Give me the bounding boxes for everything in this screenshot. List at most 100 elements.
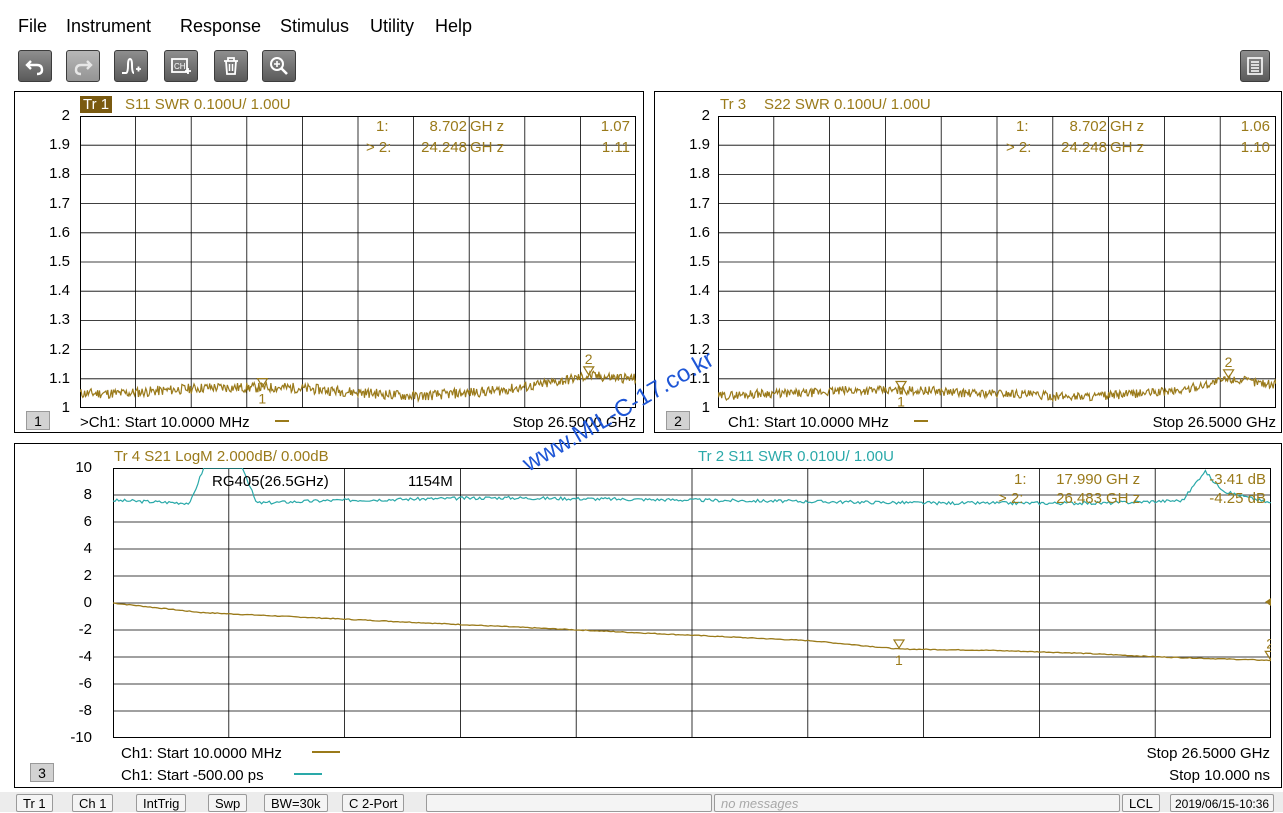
menu-bar: File Instrument Response Stimulus Utilit… (0, 0, 1283, 46)
footer-start-dash-p1 (275, 414, 289, 431)
marker1-freq-p3: 17.990 (1056, 471, 1102, 488)
p3-tick-8: -6 (78, 675, 92, 692)
p1-marker-2[interactable] (582, 366, 595, 377)
p2-marker-1[interactable] (895, 380, 908, 391)
p1-marker-label-1: 1 (258, 391, 266, 407)
marker2-label-p1: > 2: (366, 139, 392, 156)
delete-button[interactable] (214, 50, 248, 82)
status-trace[interactable]: Tr 1 (16, 794, 53, 812)
menu-instrument[interactable]: Instrument (66, 16, 152, 36)
p3-tick-3: 4 (83, 540, 92, 557)
marker1-value-p3: -3.41 dB (1209, 471, 1266, 488)
toolbar (0, 46, 1283, 90)
menu-help[interactable]: Help (435, 16, 473, 36)
footer-stop-p2: Stop 26.5000 GHz (1152, 414, 1276, 431)
status-bandwidth[interactable]: BW=30k (264, 794, 328, 812)
panel-number-1[interactable]: 1 (26, 411, 50, 430)
trace-desc-tr3: S22 SWR 0.100U/ 1.00U (764, 96, 931, 113)
undo-button[interactable] (18, 50, 52, 82)
add-trace-button[interactable] (114, 50, 148, 82)
trace-desc-tr1: S11 SWR 0.100U/ 1.00U (125, 96, 291, 113)
footer-start-tr2: Ch1: Start -500.00 ps (121, 767, 264, 784)
footer-stop-tr4: Stop 26.5000 GHz (1146, 745, 1270, 762)
p3-tick-4: 2 (83, 567, 92, 584)
length-label: 1154M (408, 473, 453, 490)
status-channel[interactable]: Ch 1 (72, 794, 114, 812)
status-datetime: 2019/06/15-10:36 (1170, 794, 1275, 812)
p3-tick-7: -4 (78, 648, 92, 665)
marker1-unit-p3: GH z (1106, 471, 1141, 488)
trace-desc-tr4[interactable]: Tr 4 S21 LogM 2.000dB/ 0.00dB (114, 448, 329, 465)
menu-stimulus[interactable]: Stimulus (280, 16, 350, 36)
p3-tick-9: -8 (78, 702, 92, 719)
footer-start-p1: >Ch1: Start 10.0000 MHz (80, 414, 250, 431)
p3-tick-10: -10 (70, 729, 92, 746)
chart-panel2[interactable]: 12 (718, 116, 1276, 408)
marker1-freq-p1: 8.702 (429, 118, 467, 135)
status-lcl[interactable]: LCL (1122, 794, 1160, 812)
p1-tick-3: 1.7 (49, 194, 70, 212)
p2-tick-3: 1.7 (689, 194, 710, 212)
p2-marker-label-2: 2 (1225, 354, 1233, 370)
p3-marker-label-1: 1 (895, 652, 903, 668)
series-line-s11-time (113, 468, 1271, 506)
menu-response[interactable]: Response (180, 16, 262, 36)
p3-marker-1[interactable] (892, 639, 906, 650)
series-line (718, 374, 1276, 403)
marker1-freq-p2: 8.702 (1069, 118, 1107, 135)
status-sweep[interactable]: Swp (208, 794, 248, 812)
footer-start-p2: Ch1: Start 10.0000 MHz (728, 414, 889, 431)
p1-tick-8: 1.2 (49, 340, 70, 358)
chart-panel1[interactable]: 12 (80, 116, 636, 408)
p1-marker-1[interactable] (256, 377, 269, 388)
keypad-button[interactable] (1240, 50, 1270, 82)
marker2-freq-p1: 24.248 (421, 139, 467, 156)
p2-tick-7: 1.3 (689, 311, 710, 329)
menu-file[interactable]: File (18, 16, 48, 36)
footer-start-dash-p2 (914, 414, 928, 431)
p2-marker-2[interactable] (1222, 369, 1235, 379)
p3-tick-6: -2 (78, 621, 92, 638)
trace-desc-tr2[interactable]: Tr 2 S11 SWR 0.010U/ 1.00U (698, 448, 894, 465)
p2-tick-8: 1.2 (689, 340, 710, 358)
marker1-value-p2: 1.06 (1240, 118, 1270, 135)
p3-marker-2[interactable] (1264, 650, 1271, 661)
add-channel-icon: CH (171, 58, 191, 74)
status-trigger[interactable]: IntTrig (136, 794, 187, 812)
p1-tick-4: 1.6 (49, 223, 70, 241)
status-cal[interactable]: C 2-Port (342, 794, 405, 812)
p2-tick-4: 1.6 (689, 223, 710, 241)
p1-tick-7: 1.3 (49, 311, 70, 329)
p2-tick-2: 1.8 (689, 165, 710, 183)
series-line-s21 (113, 602, 1271, 662)
trace-tag-tr1[interactable]: Tr 1 (80, 96, 113, 113)
marker1-unit-p2: GH z (1110, 118, 1145, 135)
add-channel-button[interactable]: CH (164, 50, 198, 82)
marker2-label-p3: > 2: (998, 490, 1024, 507)
undo-icon (25, 60, 44, 76)
marker2-value-p3: -4.25 dB (1209, 490, 1266, 507)
zoom-button[interactable] (262, 50, 296, 82)
p2-tick-0: 2 (701, 107, 710, 124)
redo-button[interactable] (66, 50, 100, 82)
grid (80, 116, 636, 408)
panel-number-3[interactable]: 3 (30, 763, 54, 782)
trace-tag-tr3[interactable]: Tr 3 (720, 96, 747, 113)
footer-start-dash-tr2 (294, 767, 322, 784)
grid (113, 468, 1271, 738)
marker1-value-p1: 1.07 (600, 118, 630, 135)
marker1-label-p3: 1: (1014, 471, 1027, 488)
reference-arrow (1265, 598, 1271, 606)
p3-marker-label-2: 2 (1266, 635, 1271, 651)
footer-stop-tr2: Stop 10.000 ns (1169, 767, 1270, 784)
chart-panel3[interactable]: 12 (113, 468, 1271, 738)
status-blank (426, 794, 712, 812)
trash-icon (224, 57, 238, 75)
status-message: no messages (714, 794, 1120, 812)
panel-number-2[interactable]: 2 (666, 411, 690, 430)
p3-tick-0: 10 (75, 459, 92, 476)
series-line (80, 369, 636, 404)
p1-tick-1: 1.9 (49, 136, 70, 154)
menu-utility[interactable]: Utility (370, 16, 414, 36)
panel-3[interactable] (14, 443, 1282, 788)
